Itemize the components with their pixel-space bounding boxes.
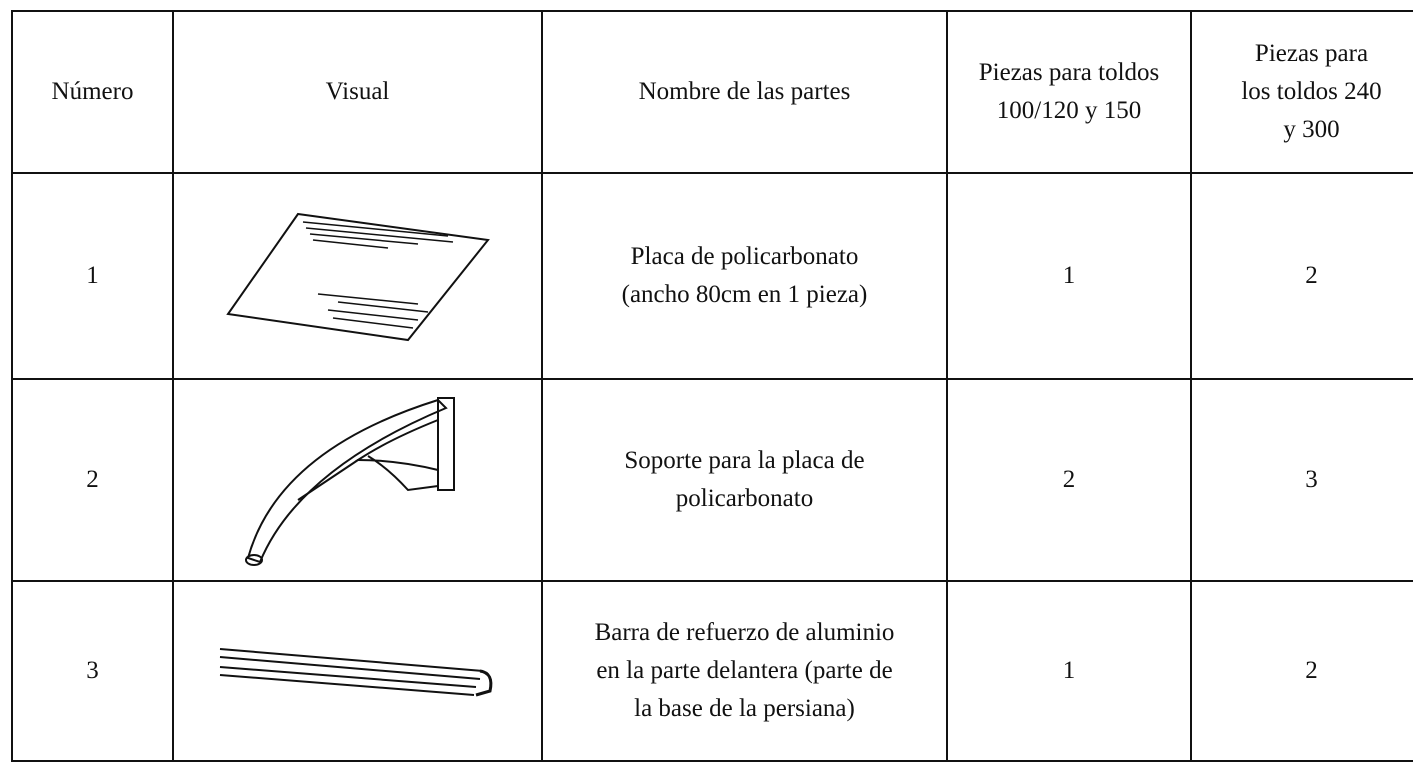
cell-text: Número bbox=[51, 78, 134, 105]
header-cell: Piezas para los toldos 240 y 300 bbox=[1190, 10, 1413, 174]
cell-text: 100/120 y 150 bbox=[996, 97, 1142, 124]
cell-text: en la parte delantera (parte de bbox=[596, 657, 893, 684]
cell-text: Piezas para bbox=[1254, 40, 1369, 67]
row: 1 Placa de policarbonato (ancho 80cm en 1… bbox=[11, 172, 1413, 380]
cell-text: Nombre de las partes bbox=[638, 78, 851, 105]
number-cell: 2 bbox=[11, 378, 174, 582]
row: 3 Barra de refuerzo de aluminio en la par… bbox=[11, 580, 1413, 762]
cell-text: Placa de policarbonato bbox=[630, 243, 859, 270]
cell-text: Barra de refuerzo de aluminio bbox=[594, 619, 895, 646]
count-cell: 3 bbox=[1190, 378, 1413, 582]
cell-text: (ancho 80cm en 1 pieza) bbox=[621, 281, 868, 308]
cell-text: Soporte para la placa de bbox=[624, 447, 865, 474]
visual-cell bbox=[172, 172, 543, 380]
header-cell: Piezas para toldos 100/120 y 150 bbox=[946, 10, 1192, 174]
count-cell: 2 bbox=[946, 378, 1192, 582]
bracket-icon bbox=[244, 397, 455, 566]
visual-cell bbox=[172, 580, 543, 762]
cell-text: policarbonato bbox=[675, 485, 814, 512]
row: 2 Soporte para la placa de policarbonato … bbox=[11, 378, 1413, 582]
name-cell: Barra de refuerzo de aluminio en la parte… bbox=[541, 580, 948, 762]
cell-text: los toldos 240 bbox=[1241, 78, 1382, 105]
cell-text: Piezas para toldos bbox=[978, 59, 1160, 86]
header-row: Número Visual Nombre de las partes Pieza… bbox=[11, 10, 1413, 174]
count-cell: 2 bbox=[1190, 580, 1413, 762]
count-cell: 1 bbox=[946, 580, 1192, 762]
cell-text: y 300 bbox=[1283, 116, 1340, 143]
cell-text: Visual bbox=[325, 78, 390, 105]
count-cell: 2 bbox=[1190, 172, 1413, 380]
header-cell: Visual bbox=[172, 10, 543, 174]
count-cell: 1 bbox=[946, 172, 1192, 380]
cell-text: la base de la persiana) bbox=[634, 695, 855, 722]
number-cell: 3 bbox=[11, 580, 174, 762]
name-cell: Placa de policarbonato (ancho 80cm en 1 p… bbox=[541, 172, 948, 380]
bar-icon bbox=[219, 648, 492, 697]
header-cell: Nombre de las partes bbox=[541, 10, 948, 174]
header-cell: Número bbox=[11, 10, 174, 174]
parts-table: Número Visual Nombre de las partes Pieza… bbox=[11, 10, 1413, 762]
name-cell: Soporte para la placa de policarbonato bbox=[541, 378, 948, 582]
number-cell: 1 bbox=[11, 172, 174, 380]
sheet-icon bbox=[225, 212, 490, 342]
visual-cell bbox=[172, 378, 543, 582]
